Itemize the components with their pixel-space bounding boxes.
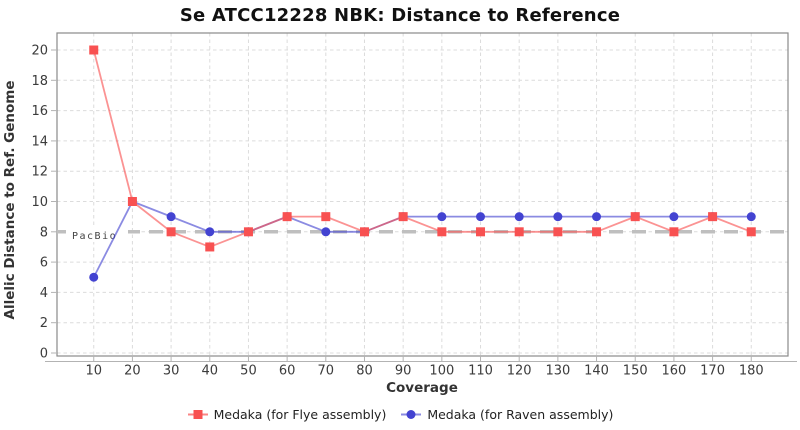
- flye-legend-label: Medaka (for Flye assembly): [213, 407, 387, 422]
- x-tick-label: 90: [395, 364, 412, 379]
- legend: Medaka (for Flye assembly) Medaka (for R…: [0, 407, 800, 422]
- data-point: [708, 212, 718, 222]
- data-point: [669, 212, 679, 222]
- ref-label-background: [66, 227, 128, 242]
- data-point: [476, 212, 486, 222]
- data-point: [592, 227, 602, 237]
- x-tick-label: 120: [507, 364, 532, 379]
- x-tick-label: 160: [661, 364, 686, 379]
- data-point: [746, 227, 756, 237]
- x-axis-label: Coverage: [386, 380, 458, 396]
- chart-title: Se ATCC12228 NBK: Distance to Reference: [179, 5, 621, 26]
- x-tick-label: 80: [356, 364, 373, 379]
- data-point: [630, 212, 640, 222]
- data-point: [321, 212, 331, 222]
- data-point: [205, 242, 215, 252]
- data-point: [592, 212, 602, 222]
- data-point: [166, 227, 176, 237]
- y-tick-label: 0: [40, 347, 48, 362]
- x-tick-label: 100: [429, 364, 454, 379]
- pacbio-reference-label: PacBio: [72, 231, 117, 242]
- legend-item-flye: Medaka (for Flye assembly): [187, 407, 387, 422]
- data-point: [669, 227, 679, 237]
- flye-legend-marker-icon: [187, 410, 208, 419]
- data-point: [282, 212, 292, 222]
- plot-frame: [56, 32, 789, 357]
- data-point: [359, 227, 369, 237]
- raven-legend-label: Medaka (for Raven assembly): [427, 407, 614, 422]
- data-point: [205, 227, 215, 237]
- x-tick-label: 110: [468, 364, 493, 379]
- x-tick-label: 150: [623, 364, 648, 379]
- x-tick-label: 30: [163, 364, 180, 379]
- x-tick-label: 10: [85, 364, 102, 379]
- data-point: [553, 227, 563, 237]
- data-point: [514, 212, 524, 222]
- x-tick-label: 50: [240, 364, 257, 379]
- y-axis-label: Allelic Distance to Ref. Genome: [2, 80, 18, 319]
- raven-legend-marker-icon: [401, 410, 422, 419]
- data-point: [437, 227, 447, 237]
- y-tick-label: 6: [40, 256, 48, 271]
- y-tick-label: 4: [40, 286, 48, 301]
- data-point: [746, 212, 756, 222]
- x-tick-label: 140: [584, 364, 609, 379]
- x-tick-label: 60: [279, 364, 296, 379]
- y-tick-label: 10: [31, 195, 48, 210]
- data-point: [166, 212, 176, 222]
- data-point: [514, 227, 524, 237]
- series-line: [92, 200, 752, 278]
- chart-underlay: 10 20 30 40 50 60 70 80 90 100 110 120 130 140 150 160 1…: [31, 32, 797, 379]
- y-tick-label: 8: [40, 225, 48, 240]
- y-tick-label: 14: [31, 134, 48, 149]
- x-tick-label: 130: [545, 364, 570, 379]
- data-point: [476, 227, 486, 237]
- y-tick-label: 12: [31, 165, 48, 180]
- x-tick-label: 40: [202, 364, 219, 379]
- data-point: [127, 197, 137, 206]
- y-tick-label: 2: [40, 316, 48, 331]
- data-point: [89, 272, 99, 282]
- chart-series: [89, 45, 756, 282]
- legend-item-raven: Medaka (for Raven assembly): [400, 407, 613, 422]
- y-tick-label: 20: [31, 44, 48, 59]
- data-point: [89, 45, 99, 55]
- series-line: [92, 49, 752, 248]
- chart-canvas: 10 20 30 40 50 60 70 80 90 100 110 120 130 140 150 160 1…: [2, 32, 797, 396]
- data-point: [553, 212, 563, 222]
- x-tick-label: 180: [739, 364, 764, 379]
- data-point: [437, 212, 447, 222]
- x-tick-label: 70: [318, 364, 335, 379]
- data-point: [321, 227, 331, 237]
- x-tick-label: 170: [700, 364, 725, 379]
- y-tick-label: 16: [31, 104, 48, 119]
- y-tick-label: 18: [31, 74, 48, 89]
- data-point: [398, 212, 408, 222]
- data-point: [243, 227, 253, 237]
- x-tick-label: 20: [124, 364, 141, 379]
